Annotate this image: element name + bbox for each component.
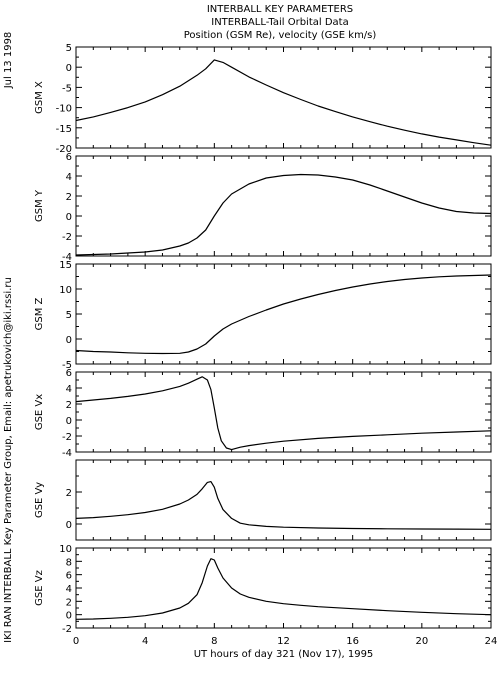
y-tick-label: 4 [66,584,72,595]
y-tick-label: -15 [56,124,72,135]
y-tick-label: 2 [66,597,72,608]
y-tick-label: 6 [66,368,72,379]
y-axis-label: GSM Y [34,189,45,222]
panel-frame [75,371,492,453]
y-tick-label: -2 [62,624,72,635]
y-tick-label: 0 [66,520,72,531]
y-axis-label: GSM X [34,81,45,114]
y-tick-label: -5 [62,360,72,371]
figure-header: INTERBALL KEY PARAMETERS INTERBALL-Tail … [70,3,490,42]
y-tick-label: -5 [62,83,72,94]
x-tick-label: 8 [211,636,217,647]
y-tick-label: -4 [62,252,72,263]
y-tick-label: 0 [66,416,72,427]
y-tick-label: -4 [62,448,72,459]
y-tick-label: 4 [66,172,72,183]
x-tick-label: 0 [73,636,79,647]
series-line [75,376,492,451]
y-tick-label: 0 [66,63,72,74]
y-tick-label: 8 [66,557,72,568]
y-tick-label: 15 [59,260,72,271]
y-tick-label: 0 [66,212,72,223]
y-axis-label: GSE Vy [34,482,45,518]
date-stamp: Jul 13 1998 [3,32,14,90]
y-tick-label: -20 [56,144,72,155]
x-tick-label: 4 [142,636,148,647]
y-tick-label: 10 [59,544,72,555]
series-line [75,558,492,620]
panel-3: -5 0 5 10 15 GSM Z [34,260,492,371]
y-axis-label: GSE Vz [34,570,45,606]
x-tick-label: 16 [346,636,359,647]
y-tick-label: 6 [66,571,72,582]
y-tick-label: 0 [66,611,72,622]
series-line [75,274,492,355]
y-tick-label: 4 [66,384,72,395]
panel-frame [75,263,492,365]
panel-frame [75,155,492,257]
y-tick-label: 0 [66,335,72,346]
header-line-1: INTERBALL KEY PARAMETERS [206,4,354,15]
panel-frame [75,459,492,541]
y-tick-label: 2 [66,400,72,411]
y-tick-label: -2 [62,232,72,243]
header-line-2: INTERBALL-Tail Orbital Data [211,17,349,28]
panel-4: -4 -2 0 2 4 6 GSE Vx [34,368,492,459]
y-tick-label: 10 [59,285,72,296]
y-tick-label: 2 [66,192,72,203]
header-line-3: Position (GSM Re), velocity (GSE km/s) [183,30,377,41]
panel-5: 0 2 GSE Vy [34,459,492,541]
y-tick-label: 5 [66,310,72,321]
panel-frame [75,46,492,149]
y-tick-label: 2 [66,488,72,499]
panel-6: -2 0 2 4 6 8 10 GSE Vz [34,544,492,635]
y-tick-label: 5 [66,43,72,54]
y-axis-label: GSE Vx [34,394,45,430]
series-line [75,173,492,256]
y-axis-label: GSM Z [34,297,45,330]
credit-text: IKI RAN INTERBALL Key Parameter Group, E… [3,277,14,643]
y-tick-label: 6 [66,152,72,163]
x-axis-label: UT hours of day 321 (Nov 17), 1995 [194,649,374,660]
x-tick-label: 24 [485,636,498,647]
panel-2: -4 -2 0 2 4 6 GSM Y [34,152,492,263]
panel-1: -20 -15 -10 -5 0 5 GSM X [34,43,492,155]
series-line [75,59,492,146]
series-line [75,481,492,530]
y-tick-label: -10 [56,104,72,115]
x-tick-label: 12 [277,636,290,647]
y-tick-label: -2 [62,432,72,443]
x-tick-label: 20 [415,636,428,647]
